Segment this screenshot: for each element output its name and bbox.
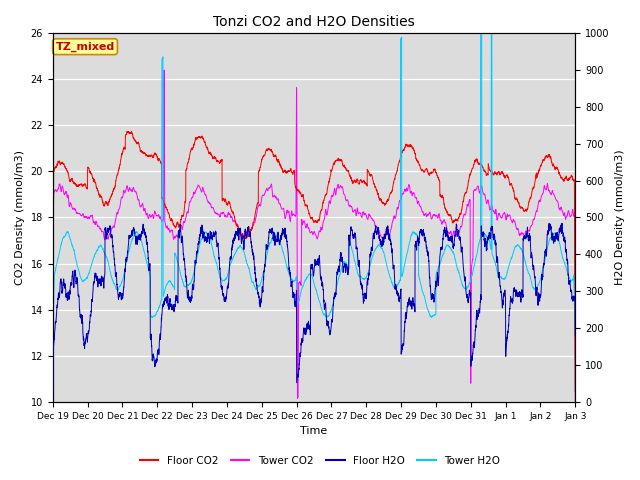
- Y-axis label: H2O Density (mmol/m3): H2O Density (mmol/m3): [615, 150, 625, 285]
- Title: Tonzi CO2 and H2O Densities: Tonzi CO2 and H2O Densities: [213, 15, 415, 29]
- Legend: Floor CO2, Tower CO2, Floor H2O, Tower H2O: Floor CO2, Tower CO2, Floor H2O, Tower H…: [136, 452, 504, 470]
- X-axis label: Time: Time: [300, 426, 328, 436]
- Y-axis label: CO2 Density (mmol/m3): CO2 Density (mmol/m3): [15, 150, 25, 285]
- Text: TZ_mixed: TZ_mixed: [56, 42, 115, 52]
